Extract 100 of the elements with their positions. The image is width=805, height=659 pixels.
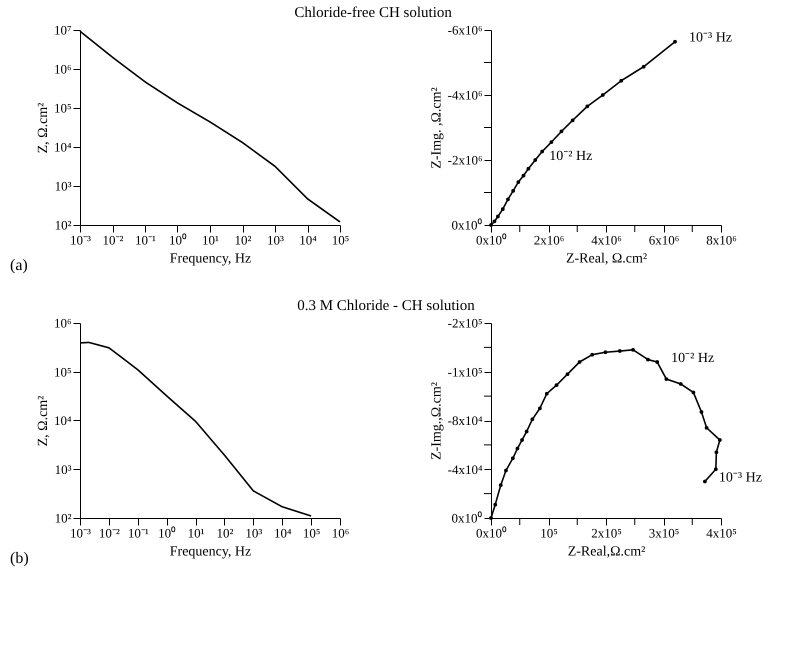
y-tick-label: 0x10⁰ [452, 218, 482, 232]
x-axis-title: Frequency, Hz [170, 544, 252, 560]
point [718, 438, 722, 442]
annotation: 10⁻² Hz [671, 351, 714, 366]
text: 0.3 M Chloride - CH solution [297, 298, 476, 314]
point [540, 150, 544, 154]
point [510, 456, 515, 460]
y-axis-title: Z-Img. ,Ω.cm² [430, 87, 445, 169]
x-tick-label: 10⁶ [332, 526, 350, 540]
point [570, 118, 575, 122]
y-tick-label: 10⁵ [54, 100, 72, 116]
point [544, 392, 549, 396]
point [618, 349, 622, 353]
y-tick-label: 0x10⁰ [452, 510, 482, 526]
x-tick-label: 10⁴ [299, 232, 318, 248]
point [590, 352, 594, 357]
point [506, 197, 510, 202]
x-tick-label: 2x10⁵ [591, 526, 622, 540]
x-tick-label: 10¹ [202, 232, 220, 248]
x-tick-label: 10⁻³ [70, 526, 92, 540]
y-tick-label: -1x10⁵ [448, 364, 482, 380]
point [700, 410, 704, 414]
y-axis-title: Z-Img.,Ω.cm² [430, 382, 445, 460]
x-tick-label: 0x10⁰ [476, 526, 507, 540]
x-axis-title: Z-Real, Ω.cm² [566, 252, 648, 266]
x-axis-title: Frequency, Hz [170, 252, 252, 266]
x-tick-label: 10³ [267, 232, 284, 248]
point [604, 350, 608, 354]
x-tick-label: 0x10⁰ [476, 232, 507, 248]
x-tick-label: 2x10⁶ [534, 232, 564, 248]
annotation: 10⁻³ Hz [689, 30, 732, 46]
point [714, 450, 718, 454]
annotation: 10⁻³ Hz [718, 470, 762, 486]
y-tick-label: -8x10⁴ [448, 413, 483, 428]
point [714, 467, 718, 472]
y-tick-label: 10⁶ [54, 316, 72, 330]
point [511, 189, 516, 193]
x-tick-label: 10⁻² [98, 526, 120, 540]
x-tick-label: 10⁻³ [70, 232, 92, 248]
point [673, 40, 677, 44]
point [496, 214, 500, 218]
point [504, 468, 508, 472]
y-tick-label: -6x10⁶ [448, 22, 482, 38]
x-tick-label: 4x10⁵ [706, 526, 737, 540]
x-tick-label: 10⁰ [169, 232, 187, 248]
point [550, 140, 554, 144]
y-tick-label: 10² [54, 510, 72, 526]
y-tick-label: 10⁴ [54, 140, 72, 154]
x-tick-label: 10³ [245, 526, 262, 540]
x-tick-label: 10⁻¹ [135, 232, 156, 248]
point [646, 358, 650, 362]
x-tick-label: 10² [216, 526, 234, 540]
point [493, 502, 498, 506]
point [655, 360, 660, 364]
text: Chloride-free CH solution [294, 5, 452, 21]
point [578, 360, 582, 364]
point [585, 104, 590, 108]
y-tick-label: 10² [54, 218, 72, 232]
y-tick-label: 10⁵ [54, 364, 72, 380]
point [703, 480, 707, 484]
x-tick-label: 10⁴ [274, 526, 292, 540]
y-tick-label: -4x10⁶ [448, 88, 482, 102]
point [522, 174, 526, 178]
text: (b) [10, 550, 29, 567]
point [642, 64, 646, 69]
x-tick-label: 10⁵ [302, 526, 320, 540]
point [516, 180, 520, 184]
y-tick-label: 10⁴ [54, 413, 72, 428]
x-tick-label: 10¹ [188, 526, 205, 540]
point [526, 166, 530, 171]
point [516, 446, 520, 450]
text: (a) [10, 257, 28, 274]
y-tick-label: 10⁷ [54, 22, 72, 38]
point [533, 158, 538, 162]
x-tick-label: 10⁵ [332, 232, 350, 248]
y-tick-label: 10³ [54, 462, 72, 477]
point [554, 383, 558, 388]
y-tick-label: -2x10⁶ [448, 152, 482, 168]
x-tick-label: 4x10⁶ [591, 232, 622, 248]
point [619, 78, 624, 83]
y-tick-label: -4x10⁴ [448, 462, 483, 477]
x-tick-label: 10⁰ [158, 526, 176, 540]
point [566, 372, 570, 376]
point [704, 426, 708, 430]
y-axis-title: Z, Ω.cm² [36, 396, 51, 446]
y-tick-label: -2x10⁵ [448, 316, 482, 330]
x-tick-label: 6x10⁶ [648, 232, 680, 248]
point [498, 483, 503, 487]
point [520, 438, 524, 442]
point [538, 406, 542, 410]
point [560, 130, 564, 134]
x-axis-title: Z-Real,Ω.cm² [568, 544, 646, 560]
point [489, 223, 493, 227]
point [489, 516, 493, 520]
x-tick-label: 8x10⁶ [706, 232, 737, 248]
y-tick-label: 10⁶ [54, 62, 72, 76]
point [664, 377, 668, 381]
y-tick-label: 10³ [54, 178, 72, 194]
x-tick-label: 3x10⁵ [648, 526, 680, 540]
y-axis-title: Z, Ω.cm² [36, 102, 51, 154]
